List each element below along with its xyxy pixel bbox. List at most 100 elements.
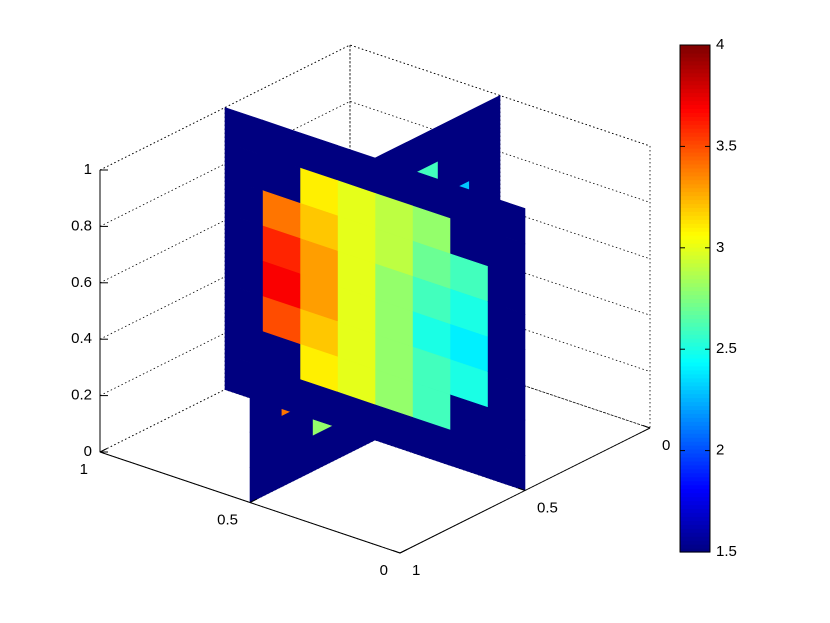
z-tick-label: 1 [84,161,92,178]
colorbar-band [680,215,710,220]
colorbar-band [680,377,710,383]
grid-line [99,45,351,453]
colorbar-band [680,326,710,331]
colorbar-band [680,484,710,490]
colorbar-band [680,235,710,240]
colorbar-band [680,528,710,533]
colorbar-band [680,512,710,517]
colorbar-band [680,318,710,323]
colorbar-band [680,45,710,50]
colorbar-band [680,516,710,521]
colorbar-band [680,171,710,177]
x-tick [249,498,258,503]
colorbar-tick-label: 3 [716,239,724,256]
colorbar-band [680,136,710,141]
colorbar-band [680,508,710,513]
colorbar-band [680,532,710,537]
colorbar-band [680,266,710,272]
box-edge [99,44,651,171]
colorbar-band [680,100,710,106]
colorbar-band [680,112,710,117]
colorbar-band [680,163,710,169]
grid-line [99,213,651,340]
colorbar-band [680,310,710,315]
y-tick [392,550,401,554]
colorbar-band [680,456,710,462]
colorbar-band [680,488,710,494]
colorbar-band [680,349,710,355]
colorbar-band [680,520,710,525]
x-tick [399,549,408,554]
colorbar-band [680,104,710,109]
colorbar-band [680,76,710,82]
slice-cell [249,451,282,503]
colorbar-band [680,544,710,549]
colorbar-band [680,338,710,343]
colorbar-band [680,250,710,256]
colorbar-band [680,413,710,418]
z-tick-label: 0.8 [71,217,92,234]
colorbar-band [680,80,710,86]
colorbar-band [680,357,710,363]
colorbar-band [680,140,710,145]
colorbar-band [680,314,710,319]
colorbar-band [680,187,710,193]
colorbar-band [680,179,710,185]
y-tick-label: 0 [662,437,670,454]
colorbar-band [680,290,710,296]
colorbar-band [680,548,710,553]
colorbar-band [680,203,710,208]
colorbar-band [680,361,710,367]
colorbar-band [680,381,710,387]
colorbar-band [680,282,710,288]
colorbar-band [680,476,710,482]
colorbar-band [680,96,710,102]
colorbar-band [680,393,710,399]
colorbar-band [680,373,710,379]
colorbar-band [680,346,710,351]
colorbar-band [680,417,710,422]
colorbar-band [680,64,710,70]
colorbar-band [680,342,710,347]
colorbar-band [680,468,710,474]
colorbar-frame [679,44,711,553]
colorbar-band [680,254,710,260]
z-tick-label: 0.2 [71,387,92,404]
colorbar-band [680,175,710,181]
colorbar-band [680,167,710,173]
grid-line [99,100,651,227]
colorbar-band [680,124,710,129]
x-tick-label: 0 [380,562,388,579]
colorbar-band [680,496,710,502]
colorbar-band [680,504,710,510]
colorbar-band [680,195,710,201]
colorbar-band [680,231,710,236]
z-tick-label: 0.4 [71,330,92,347]
colorbar-tick-label: 2 [716,442,724,459]
colorbar-band [680,286,710,292]
colorbar-band [680,409,710,414]
colorbar-band [680,68,710,74]
colorbar-band [680,155,710,161]
colorbar-band [680,147,710,153]
colorbar-band [680,211,710,216]
y-tick-label: 0.5 [537,499,558,516]
y-tick [517,487,526,491]
colorbar-band [680,84,710,90]
colorbar-band [680,144,710,149]
colorbar-band [680,258,710,264]
colorbar-band [680,48,710,54]
colorbar-band [680,460,710,466]
colorbar-band [680,128,710,133]
x-tick-label: 1 [80,461,88,478]
colorbar-band [680,433,710,438]
colorbar-band [680,472,710,478]
colorbar-band [680,429,710,434]
colorbar-band [680,445,710,450]
colorbar-band [680,536,710,541]
colorbar-band [680,452,710,458]
colorbar-band [680,262,710,268]
colorbar-band [680,60,710,66]
colorbar-band [680,183,710,189]
